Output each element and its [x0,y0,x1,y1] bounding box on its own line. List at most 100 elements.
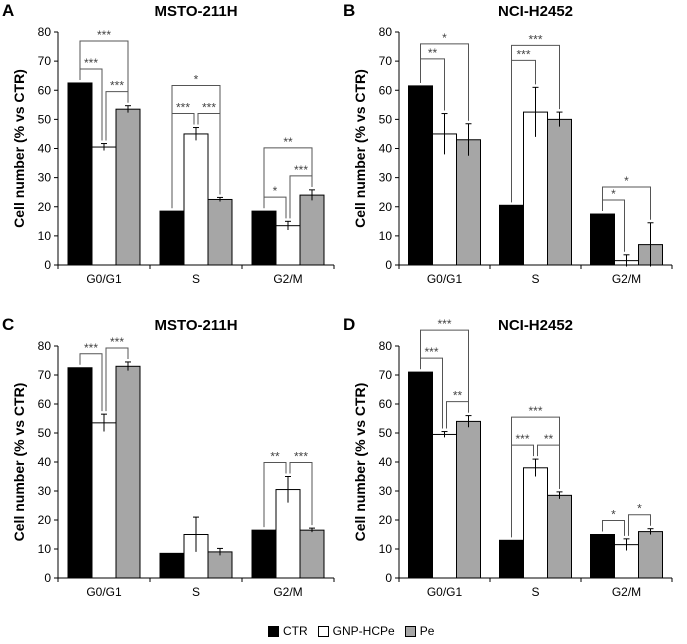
x-tick-label-c-s: S [192,585,200,599]
x-tick-label-c-g2-m: G2/M [273,585,302,599]
panel-letter-d: D [343,315,355,334]
y-tick-label-a-80: 80 [38,25,52,39]
significance-bracket-a-8 [289,175,313,219]
y-axis-label-d: Cell number (% vs CTR) [352,383,368,542]
x-tick-label-d-s: S [531,585,539,599]
legend-item-gnp-hcpe: GNP-HCPe [317,624,395,638]
significance-bracket-b-1 [420,58,445,111]
significance-bracket-d-4 [511,444,534,538]
x-tick-label-a-g0-g1: G0/G1 [86,272,122,286]
y-tick-label-b-30: 30 [379,171,393,185]
significance-bracket-a-5 [197,113,221,195]
x-tick-label-b-s: S [531,272,539,286]
significance-bracket-d-7 [628,514,651,536]
bar-c-g2-m-pe [299,529,325,579]
significance-label-a-6: ** [283,135,293,149]
bar-c-g2-m-ctr [251,529,277,579]
significance-bracket-a-0 [79,40,129,103]
bar-a-g2-m-pe [299,194,325,266]
significance-bracket-a-2 [105,91,129,141]
bar-d-g2-m-pe [638,531,663,579]
bar-d-s-gnp-hcpe [523,467,548,579]
significance-bracket-a-1 [79,68,103,141]
y-tick-label-b-0: 0 [385,258,392,272]
bar-b-s-ctr [499,204,524,266]
bar-b-g0-g1-gnp-hcpe [432,133,457,266]
significance-label-c-0: *** [84,341,98,355]
x-tick-label-a-s: S [192,272,200,286]
panel-d: D NCI-H2452 Cell number (% vs CTR) 0 10 20 30 4… [343,315,673,599]
bar-d-g0-g1-pe [456,420,481,579]
significance-label-b-0: * [442,31,447,45]
bar-b-s-gnp-hcpe [523,111,548,266]
panel-b: B NCI-H2452 Cell number (% vs CTR) 0 10 20 30 4… [343,1,673,286]
y-tick-label-a-40: 40 [38,142,52,156]
legend-item-ctr: CTR [268,624,308,638]
significance-bracket-d-6 [602,520,625,536]
x-tick-label-b-g0-g1: G0/G1 [427,272,463,286]
significance-label-d-1: *** [424,345,438,359]
bar-d-g0-g1-ctr [408,371,433,579]
y-tick-label-a-20: 20 [38,200,52,214]
panel-c: C MSTO-211H Cell number (% vs CTR) 0 10 20 30 4… [2,315,335,599]
y-axis-label-b: Cell number (% vs CTR) [352,69,368,228]
bar-d-s-pe [547,494,572,579]
y-tick-label-a-10: 10 [38,229,52,243]
y-tick-label-b-10: 10 [379,229,393,243]
x-tick-label-c-g0-g1: G0/G1 [86,585,122,599]
y-tick-label-a-50: 50 [38,112,52,126]
significance-bracket-b-4 [602,186,651,220]
bar-c-g0-g1-gnp-hcpe [91,422,117,579]
bar-b-g0-g1-pe [456,139,481,266]
significance-bracket-d-0 [420,329,469,413]
significance-bracket-d-2 [446,401,469,429]
bar-a-s-ctr [159,210,185,266]
significance-bracket-a-4 [171,113,195,209]
significance-label-d-0: *** [437,317,451,331]
significance-label-b-2: *** [528,32,542,46]
y-tick-label-b-20: 20 [379,200,393,214]
significance-bracket-c-0 [79,353,103,412]
bar-b-g2-m-ctr [590,213,615,266]
y-axis-label-c: Cell number (% vs CTR) [11,383,27,542]
y-tick-label-a-70: 70 [38,54,52,68]
y-axis-label-a: Cell number (% vs CTR) [11,69,27,228]
legend-label-ctr: CTR [283,624,308,638]
legend-swatch-gnp-hcpe [317,625,329,637]
significance-bracket-d-1 [420,357,443,429]
significance-label-a-3: * [194,73,199,87]
chart-title-d: NCI-H2452 [498,317,573,334]
significance-label-c-3: *** [294,450,308,464]
y-tick-label-d-20: 20 [379,513,393,527]
panel-a: A MSTO-211H Cell number (% vs CTR) 0 10 20 30 4… [2,1,335,286]
chart-title-b: NCI-H2452 [498,3,573,20]
y-tick-label-c-70: 70 [38,368,52,382]
legend-swatch-ctr [268,625,279,637]
significance-label-a-1: *** [84,56,98,70]
significance-label-a-7: * [273,184,278,198]
y-tick-label-b-50: 50 [379,112,393,126]
bar-a-g2-m-gnp-hcpe [275,225,301,266]
bar-c-g0-g1-ctr [67,367,93,579]
significance-bracket-b-3 [511,59,536,203]
y-tick-label-d-40: 40 [379,455,393,469]
y-tick-label-c-30: 30 [38,484,52,498]
bar-a-g0-g1-gnp-hcpe [91,146,117,266]
significance-bracket-a-7 [263,196,287,219]
y-tick-label-c-20: 20 [38,513,52,527]
x-tick-label-d-g0-g1: G0/G1 [427,585,463,599]
bar-b-g0-g1-ctr [408,85,433,266]
significance-label-a-8: *** [294,163,308,177]
y-tick-label-d-80: 80 [379,339,393,353]
y-tick-label-b-40: 40 [379,142,393,156]
y-tick-label-b-80: 80 [379,25,393,39]
y-tick-label-b-60: 60 [379,83,393,97]
y-tick-label-d-30: 30 [379,484,393,498]
bar-d-g0-g1-gnp-hcpe [432,433,457,579]
significance-label-a-0: *** [97,28,111,42]
chart-title-c: MSTO-211H [154,317,237,334]
bar-b-s-pe [547,118,572,266]
y-tick-label-b-70: 70 [379,54,393,68]
y-tick-label-c-80: 80 [38,339,52,353]
